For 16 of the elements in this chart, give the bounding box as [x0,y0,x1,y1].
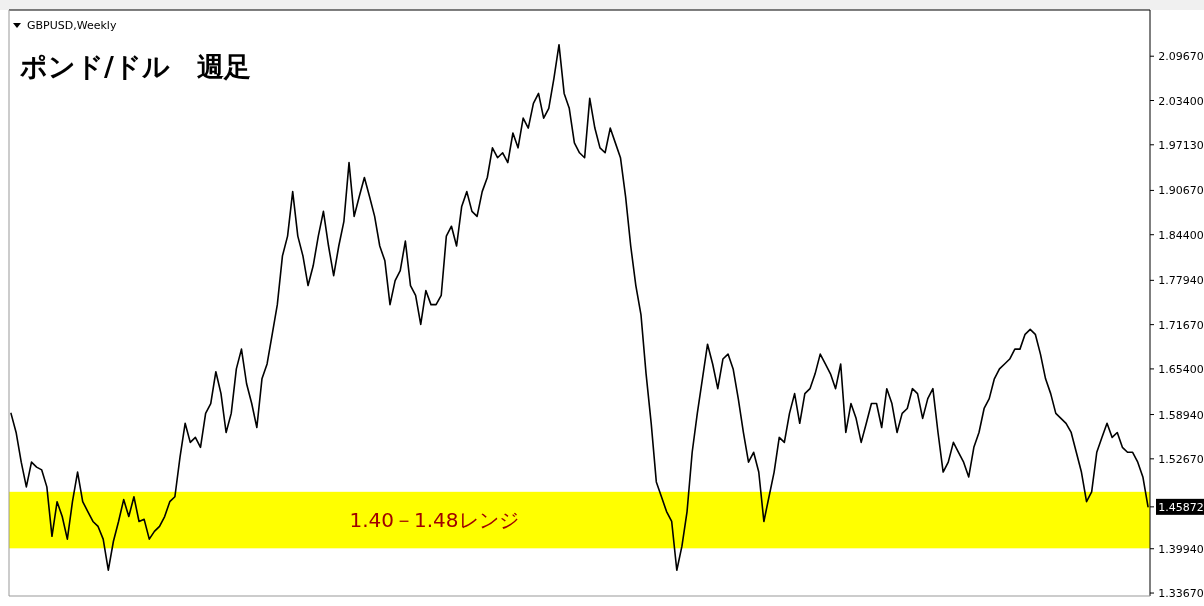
y-tick-label: 1.58940 [1158,408,1204,422]
y-tick-label: 1.90670 [1158,184,1204,198]
y-tick-label: 1.97130 [1158,138,1204,152]
y-tick-label: 1.52670 [1158,452,1204,466]
text: ポンド/ドル 週足 [20,51,251,82]
y-tick-label: 1.71670 [1158,318,1204,332]
y-tick-label: 1.45872 [1158,500,1204,514]
y-tick-label: 2.03400 [1158,94,1204,108]
y-tick-label: 1.65400 [1158,362,1204,376]
y-tick-label: 1.39940 [1158,542,1204,556]
band-label: 1.40－1.48レンジ [349,508,519,533]
y-tick-label: 1.77940 [1158,274,1204,288]
annotation: GBPUSD,Weekly [27,19,117,32]
y-tick-label: 2.09670 [1158,50,1204,64]
y-tick-label: 1.84400 [1158,228,1204,242]
y-tick-label: 1.33670 [1158,587,1204,601]
